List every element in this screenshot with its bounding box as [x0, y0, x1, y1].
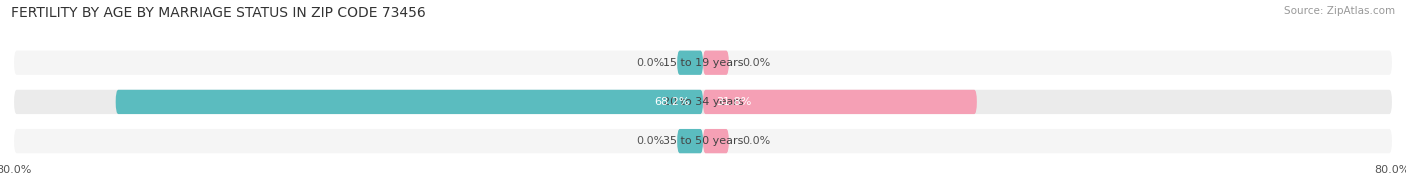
Text: 20 to 34 years: 20 to 34 years — [662, 97, 744, 107]
FancyBboxPatch shape — [115, 90, 703, 114]
Text: 0.0%: 0.0% — [742, 58, 770, 68]
Text: 31.8%: 31.8% — [716, 97, 751, 107]
Text: Source: ZipAtlas.com: Source: ZipAtlas.com — [1284, 6, 1395, 16]
Text: FERTILITY BY AGE BY MARRIAGE STATUS IN ZIP CODE 73456: FERTILITY BY AGE BY MARRIAGE STATUS IN Z… — [11, 6, 426, 20]
Text: 0.0%: 0.0% — [742, 136, 770, 146]
FancyBboxPatch shape — [703, 90, 977, 114]
Text: 68.2%: 68.2% — [655, 97, 690, 107]
FancyBboxPatch shape — [703, 129, 728, 153]
FancyBboxPatch shape — [678, 129, 703, 153]
FancyBboxPatch shape — [14, 51, 1392, 75]
Text: 0.0%: 0.0% — [636, 58, 664, 68]
FancyBboxPatch shape — [678, 51, 703, 75]
Text: 0.0%: 0.0% — [636, 136, 664, 146]
Text: 15 to 19 years: 15 to 19 years — [662, 58, 744, 68]
FancyBboxPatch shape — [14, 129, 1392, 153]
FancyBboxPatch shape — [14, 90, 1392, 114]
FancyBboxPatch shape — [703, 51, 728, 75]
Text: 35 to 50 years: 35 to 50 years — [662, 136, 744, 146]
